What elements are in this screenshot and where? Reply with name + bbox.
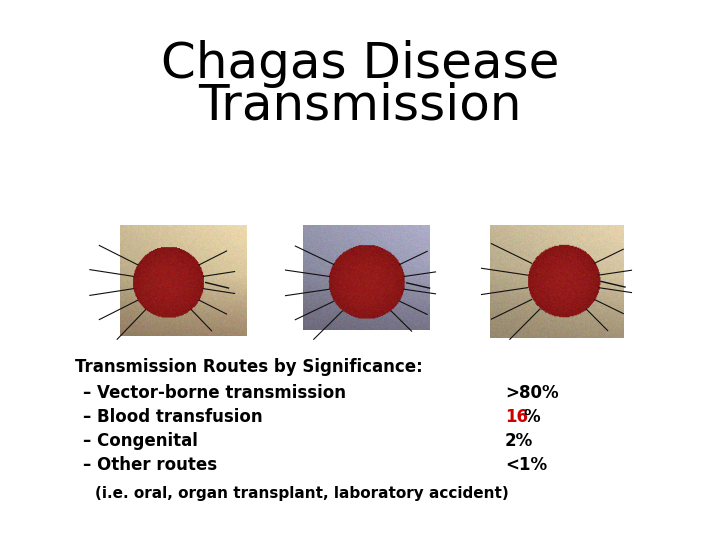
- Text: – Other routes: – Other routes: [83, 456, 217, 474]
- Text: – Congenital: – Congenital: [83, 432, 198, 450]
- Text: %: %: [523, 408, 539, 426]
- Text: Chagas Disease: Chagas Disease: [161, 40, 559, 88]
- Text: 2%: 2%: [505, 432, 534, 450]
- Text: <1%: <1%: [505, 456, 547, 474]
- Text: Transmission Routes by Significance:: Transmission Routes by Significance:: [75, 358, 423, 376]
- Text: >80%: >80%: [505, 384, 559, 402]
- Text: (i.e. oral, organ transplant, laboratory accident): (i.e. oral, organ transplant, laboratory…: [95, 486, 509, 501]
- Text: – Vector-borne transmission: – Vector-borne transmission: [83, 384, 346, 402]
- Text: Transmission: Transmission: [198, 82, 522, 130]
- Text: 16: 16: [505, 408, 528, 426]
- Text: – Blood transfusion: – Blood transfusion: [83, 408, 263, 426]
